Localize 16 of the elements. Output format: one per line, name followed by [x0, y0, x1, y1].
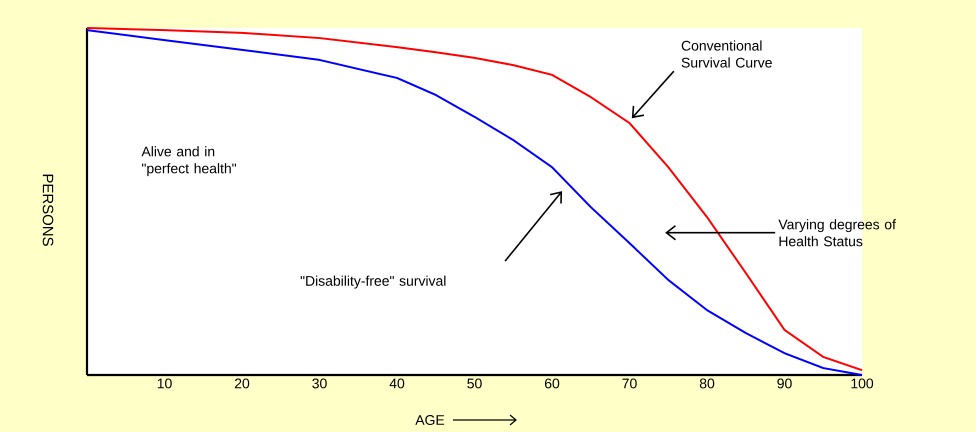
x-tick-label: 100: [851, 378, 874, 388]
annotation: "Disability-free" survival: [300, 276, 446, 289]
x-tick-label: 40: [390, 378, 404, 388]
annotation: Conventional Survival Curve: [682, 40, 772, 68]
x-tick-label: 70: [622, 378, 637, 388]
x-tick-label: 10: [158, 378, 172, 388]
x-tick-label: 60: [544, 378, 560, 388]
x-tick-label: 80: [700, 378, 714, 388]
x-tick-label: 90: [777, 378, 792, 388]
y-axis-title: PERSONS: [42, 174, 54, 246]
x-tick-label: 20: [234, 378, 250, 388]
x-tick-label: 30: [312, 378, 327, 388]
x-axis-title: AGE: [415, 415, 444, 425]
x-tick-label: 50: [467, 378, 482, 388]
annotation: Varying degrees of Health Status: [778, 219, 896, 246]
annotation: Alive and in "perfect health": [141, 146, 236, 176]
